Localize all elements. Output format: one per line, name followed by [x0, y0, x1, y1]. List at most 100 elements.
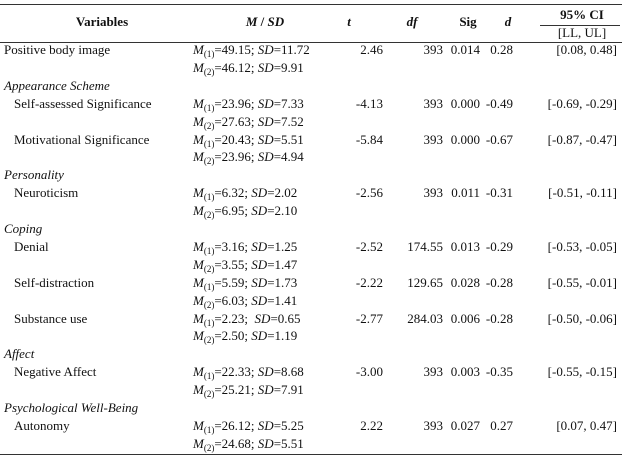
msd-part: =24.68; — [214, 435, 258, 451]
msd-part: =3.55; — [214, 256, 252, 272]
variable-label: Negative Affect — [14, 364, 97, 380]
msd-cell: M(1)=2.23; SD=0.65 — [193, 311, 301, 331]
t-value: -4.13 — [355, 95, 383, 111]
msd-part: (2) — [203, 442, 215, 453]
msd-part: =6.95; — [214, 203, 252, 219]
msd-part: M — [193, 274, 204, 290]
msd-cell: M(2)=24.68; SD=5.51 — [193, 436, 304, 456]
msd-part: =46.12; — [214, 59, 258, 75]
msd-part: =2.10 — [267, 203, 298, 219]
ci-rule — [540, 25, 620, 26]
msd-part: SD — [257, 59, 274, 75]
variable-label: Self-distraction — [14, 274, 95, 290]
ci-value: [-0.55, -0.15] — [547, 364, 617, 380]
d-value: 0.28 — [490, 42, 513, 57]
sig-value: 0.006 — [450, 310, 480, 326]
msd-part: M — [193, 256, 204, 272]
msd-part: =8.68 — [273, 364, 304, 380]
msd-part: =1.19 — [267, 328, 298, 344]
msd-part: =6.03; — [214, 292, 252, 308]
msd-part: SD — [257, 95, 274, 111]
section-label: Personality — [4, 167, 64, 183]
msd-part: (1) — [203, 49, 215, 59]
d-value: 0.27 — [490, 417, 513, 433]
msd-part: =11.72 — [273, 42, 310, 57]
msd-part: M — [193, 292, 204, 308]
t-value: 2.46 — [360, 42, 383, 57]
msd-part: / — [257, 14, 268, 29]
variable-label: Substance use — [14, 310, 88, 326]
variable-label: Autonomy — [14, 417, 70, 433]
msd-part: M — [193, 185, 204, 201]
ci-value: [-0.53, -0.05] — [547, 238, 617, 254]
bottom-rule — [0, 454, 622, 455]
msd-part: =22.33; — [214, 364, 258, 380]
section-label: Appearance Scheme — [4, 77, 110, 93]
msd-cell: M(2)=23.96; SD=4.94 — [193, 149, 304, 169]
msd-cell: M(1)=22.33; SD=8.68 — [193, 364, 304, 384]
df-value: 393 — [423, 364, 444, 380]
t-value: -2.52 — [355, 238, 383, 254]
ci-value: [-0.50, -0.06] — [547, 310, 617, 326]
msd-part: =7.33 — [273, 95, 304, 111]
msd-part: =1.47 — [267, 256, 298, 272]
msd-part: SD — [257, 113, 274, 129]
msd-cell: M(1)=6.32; SD=2.02 — [193, 185, 297, 205]
msd-part: (1) — [203, 371, 215, 382]
d-value: -0.31 — [485, 185, 513, 201]
header-ci: 95% CI — [560, 7, 604, 22]
msd-cell: M(1)=5.59; SD=1.73 — [193, 275, 297, 295]
msd-part: M — [193, 149, 204, 165]
msd-part: M — [193, 131, 204, 147]
msd-part: =23.96; — [214, 149, 258, 165]
msd-part: M — [193, 435, 204, 451]
msd-part: SD — [251, 256, 268, 272]
header-rule — [0, 42, 622, 43]
msd-part: =0.65 — [270, 310, 301, 326]
header-d: d — [504, 14, 512, 29]
d-value: -0.28 — [485, 310, 513, 326]
d-value: -0.67 — [485, 131, 513, 147]
d-value: -0.35 — [485, 364, 513, 380]
t-value: -5.84 — [355, 131, 383, 147]
msd-part: =7.52 — [273, 113, 304, 129]
ci-value: [-0.51, -0.11] — [548, 185, 617, 201]
msd-cell: M(2)=2.50; SD=1.19 — [193, 328, 297, 348]
top-rule — [0, 4, 622, 5]
df-value: 393 — [423, 95, 444, 111]
header-sig: Sig — [459, 14, 477, 29]
t-value: -2.56 — [355, 185, 383, 201]
msd-part: =2.23; — [214, 310, 255, 326]
msd-part: =1.41 — [267, 292, 298, 308]
msd-cell: M(2)=3.55; SD=1.47 — [193, 257, 297, 277]
msd-part: (1) — [203, 317, 215, 328]
msd-part: =2.02 — [267, 185, 298, 201]
msd-part: SD — [257, 435, 274, 451]
sig-value: 0.028 — [450, 274, 480, 290]
msd-part: =27.63; — [214, 113, 258, 129]
header-t: t — [347, 14, 351, 29]
msd-part: =20.43; — [214, 131, 258, 147]
msd-part: SD — [257, 417, 274, 433]
msd-cell: M(1)=49.15; SD=11.72 — [193, 42, 310, 62]
msd-part: M — [193, 42, 204, 57]
msd-part: SD — [257, 131, 274, 147]
msd-part: =5.51 — [273, 131, 304, 147]
msd-part: M — [245, 14, 258, 29]
section-label: Affect — [4, 346, 35, 362]
msd-part: M — [193, 238, 204, 254]
msd-cell: M(1)=26.12; SD=5.25 — [193, 418, 304, 438]
msd-part: SD — [257, 364, 274, 380]
msd-part: M — [193, 364, 204, 380]
t-value: -2.22 — [355, 274, 383, 290]
msd-part: M — [193, 95, 204, 111]
df-value: 174.55 — [407, 238, 443, 254]
msd-part: (2) — [203, 210, 215, 221]
msd-part: =5.51 — [273, 435, 304, 451]
ci-value: [-0.87, -0.47] — [547, 131, 617, 147]
msd-part: =49.15; — [214, 42, 258, 57]
msd-part: (2) — [203, 263, 215, 274]
variable-label: Motivational Significance — [14, 131, 150, 147]
variable-label: Neuroticism — [14, 185, 79, 201]
ci-value: [0.07, 0.47] — [556, 417, 617, 433]
